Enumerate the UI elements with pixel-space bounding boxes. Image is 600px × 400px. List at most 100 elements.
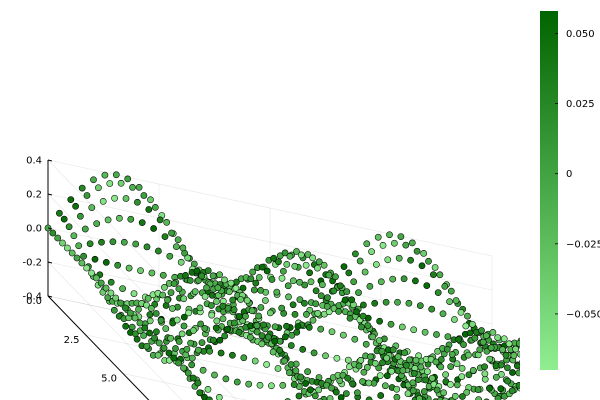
data-point [170,280,178,287]
data-point [512,345,519,353]
data-point [397,233,405,240]
data-point [410,370,418,377]
data-point [344,356,352,364]
tick-labels: 0.40.20.0-0.2-0.40.02.55.010.0 [22,156,117,385]
data-point [186,277,194,284]
data-point [146,329,153,337]
data-point [407,256,414,264]
data-point [293,248,300,255]
y-tick-label: 0.0 [26,296,42,307]
data-point [315,386,323,394]
data-point [502,351,510,359]
data-point [221,276,228,284]
data-point [132,240,140,248]
data-point [125,264,133,272]
data-point [166,252,174,260]
data-point [458,373,466,380]
data-point [196,389,204,397]
data-point [457,309,465,316]
data-point [240,354,248,362]
data-point [122,304,129,312]
data-point [143,342,151,350]
data-point [201,293,209,300]
data-point [104,294,112,301]
data-point [424,368,431,375]
data-point [120,238,128,246]
data-point [319,281,326,289]
data-point [257,304,265,311]
data-point [349,380,356,388]
data-point [517,350,520,358]
data-point [365,379,373,387]
data-point [451,392,459,400]
data-point [264,333,272,341]
data-point [494,395,502,400]
data-point [112,171,120,179]
data-point [328,328,336,336]
data-point [73,254,81,262]
colorbar-tick-label: −0.050 [566,309,600,320]
data-point [161,284,168,291]
data-point [361,268,369,276]
data-point [341,296,349,304]
data-point [93,220,101,227]
data-point [231,319,238,327]
data-point [389,275,397,283]
data-point [212,324,220,332]
data-point [483,347,491,355]
data-point [78,184,86,192]
data-point [175,359,182,367]
data-point [355,362,363,370]
data-point [167,334,175,342]
data-point [432,358,440,366]
data-point [269,348,277,356]
data-point [173,316,181,324]
y-tick-label: 5.0 [101,374,117,385]
data-point [383,372,391,380]
data-point [140,332,147,339]
z-tick-label: -0.4 [22,292,42,303]
data-point [114,261,122,269]
z-tick-mark [47,261,53,264]
data-point [394,353,402,361]
data-point [112,294,120,302]
data-point [311,392,319,400]
data-point [287,342,295,349]
data-point [72,202,79,210]
data-point [455,336,463,343]
data-point [437,363,445,371]
data-point [309,254,317,262]
data-point [326,395,334,400]
data-point [314,310,322,317]
data-point [93,274,100,282]
z-gridline [47,159,493,257]
data-point [453,360,461,368]
data-point [180,322,188,330]
data-point [510,352,518,359]
data-point [333,354,341,362]
data-point [109,238,117,246]
data-point [437,396,444,400]
data-point [363,364,371,371]
data-point [184,369,192,377]
data-point [395,254,403,262]
data-point [302,261,310,269]
data-point [402,241,410,249]
data-point [481,363,488,371]
data-point [442,397,449,400]
data-point [359,378,366,385]
data-point [175,338,183,345]
data-point [306,269,313,277]
data-point [172,345,179,352]
data-point [369,333,377,341]
data-point [88,269,95,277]
data-point [497,385,505,392]
data-point [304,368,311,375]
z-gridline [47,193,493,291]
data-point [289,301,297,309]
data-point [184,254,192,262]
data-point [521,378,527,384]
data-point [332,273,339,281]
data-point [416,395,423,400]
data-point [287,361,295,368]
